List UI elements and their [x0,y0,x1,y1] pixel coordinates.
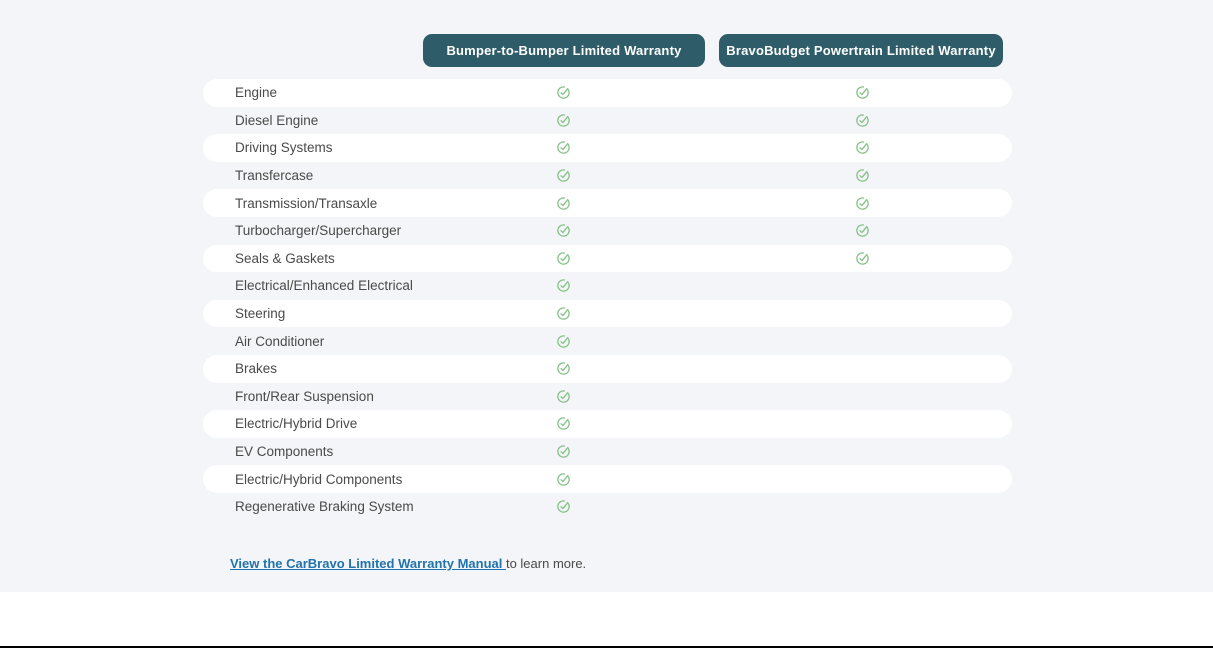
component-label: Electrical/Enhanced Electrical [235,278,413,294]
cell-powertrain [854,112,870,128]
table-row: Electric/Hybrid Drive [203,410,1012,438]
coverage-table: Engine Diesel Engine Driving Systems Tra… [203,79,1012,521]
component-label: Electric/Hybrid Components [235,471,403,487]
check-circle-icon [556,169,570,182]
check-circle-icon [556,141,570,155]
table-row: Brakes [203,354,1012,383]
check-circle-icon [556,362,570,375]
check-circle-icon [556,114,570,127]
check-circle-icon [556,334,570,348]
component-label: Transfercase [235,168,314,184]
check-circle-icon [556,472,570,486]
table-row: Transfercase [203,162,1012,190]
warranty-comparison-section: Bumper-to-Bumper Limited Warranty BravoB… [0,0,1213,592]
cell-powertrain [854,333,870,349]
bumper-to-bumper-warranty-header-button[interactable]: Bumper-to-Bumper Limited Warranty [423,34,705,67]
table-row: Electric/Hybrid Components [203,465,1012,493]
component-label: Air Conditioner [235,333,325,349]
table-row: Electrical/Enhanced Electrical [203,272,1012,300]
check-circle-icon [855,141,869,155]
table-row: Diesel Engine [203,107,1012,135]
cell-powertrain [854,416,870,432]
check-circle-icon [556,307,570,320]
component-label: Transmission/Transaxle [235,195,378,211]
check-circle-icon [556,224,570,238]
manual-note: View the CarBravo Limited Warranty Manua… [230,556,586,571]
cell-bumper-to-bumper [555,444,571,460]
component-label: Electric/Hybrid Drive [235,416,358,432]
cell-bumper-to-bumper [555,140,571,156]
check-circle-icon [855,196,869,210]
powertrain-warranty-header-button[interactable]: BravoBudget Powertrain Limited Warranty [719,34,1003,67]
cell-bumper-to-bumper [555,168,571,184]
component-label: Front/Rear Suspension [235,388,374,404]
cell-bumper-to-bumper [555,278,571,294]
component-label: Steering [235,306,286,322]
table-row: Driving Systems [203,134,1012,162]
check-circle-icon [556,417,570,431]
cell-bumper-to-bumper [555,361,571,377]
cell-bumper-to-bumper [555,306,571,322]
table-row: Turbocharger/Supercharger [203,217,1012,245]
cell-bumper-to-bumper [555,416,571,432]
component-label: Engine [235,85,278,101]
component-label: Regenerative Braking System [235,499,414,515]
table-row: Steering [203,299,1012,328]
check-circle-icon [556,86,570,100]
cell-powertrain [854,223,870,239]
check-circle-icon [556,279,570,293]
check-circle-icon [556,390,570,403]
table-row: Front/Rear Suspension [203,383,1012,411]
cell-bumper-to-bumper [555,333,571,349]
manual-note-suffix: to learn more. [505,556,587,571]
table-row: Seals & Gaskets [203,244,1012,273]
table-row: Regenerative Braking System [203,493,1012,521]
cell-bumper-to-bumper [555,112,571,128]
component-label: Seals & Gaskets [235,250,335,266]
cell-powertrain [854,195,870,211]
check-circle-icon [855,252,869,265]
check-circle-icon [556,445,570,458]
cell-powertrain [854,85,870,101]
cell-powertrain [854,388,870,404]
cell-powertrain [854,168,870,184]
cell-powertrain [854,471,870,487]
table-row: EV Components [203,438,1012,466]
check-circle-icon [556,500,570,513]
component-label: Brakes [235,361,278,377]
component-label: Turbocharger/Supercharger [235,223,402,239]
cell-bumper-to-bumper [555,499,571,515]
cell-bumper-to-bumper [555,388,571,404]
cell-powertrain [854,140,870,156]
cell-bumper-to-bumper [555,223,571,239]
cell-bumper-to-bumper [555,250,571,266]
table-row: Engine [203,79,1012,107]
check-circle-icon [556,196,570,210]
footer-strip [0,646,1213,648]
cell-bumper-to-bumper [555,85,571,101]
cell-powertrain [854,499,870,515]
check-circle-icon [855,169,869,182]
cell-powertrain [854,250,870,266]
cell-powertrain [854,444,870,460]
component-label: EV Components [235,444,334,460]
cell-powertrain [854,278,870,294]
check-circle-icon [556,252,570,265]
check-circle-icon [855,114,869,127]
check-circle-icon [855,86,869,100]
table-row: Air Conditioner [203,327,1012,355]
check-circle-icon [855,224,869,238]
component-label: Diesel Engine [235,112,319,128]
cell-powertrain [854,361,870,377]
component-label: Driving Systems [235,140,333,156]
cell-bumper-to-bumper [555,195,571,211]
table-row: Transmission/Transaxle [203,189,1012,217]
cell-bumper-to-bumper [555,471,571,487]
cell-powertrain [854,306,870,322]
warranty-manual-link[interactable]: View the CarBravo Limited Warranty Manua… [230,556,506,571]
